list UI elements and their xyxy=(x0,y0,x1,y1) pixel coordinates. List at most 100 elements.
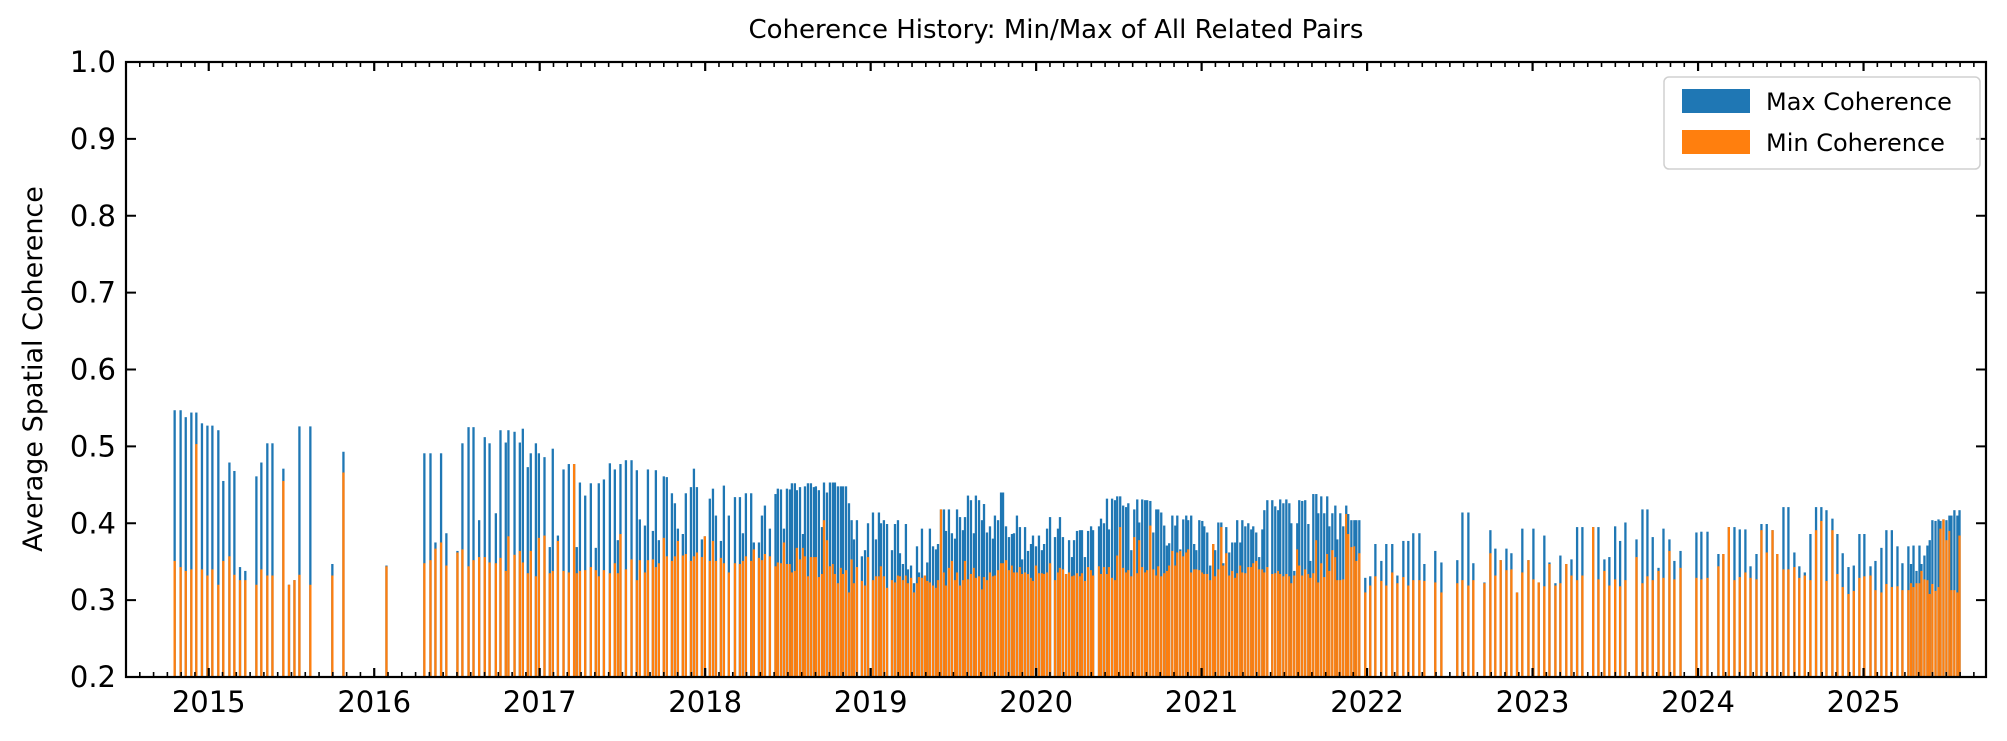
bar-min-coherence xyxy=(982,577,986,677)
bar-min-coherence xyxy=(760,560,764,677)
bar-min-coherence xyxy=(1510,569,1513,677)
bar-min-coherence xyxy=(1083,580,1087,677)
bar-min-coherence xyxy=(1345,514,1348,677)
bar-max-coherence xyxy=(298,426,301,677)
bar-min-coherence xyxy=(228,556,231,677)
bar-min-coherence xyxy=(798,559,802,677)
bar-min-coherence xyxy=(1067,572,1071,677)
bar-min-coherence xyxy=(1179,550,1182,677)
bar-min-coherence xyxy=(173,560,176,677)
bar-min-coherence xyxy=(654,567,658,677)
bar-min-coherence xyxy=(1651,580,1654,677)
bar-min-coherence xyxy=(1163,573,1166,677)
bar-min-coherence xyxy=(597,576,600,677)
bar-min-coherence xyxy=(630,559,633,677)
bar-min-coherence xyxy=(942,572,946,677)
bar-min-coherence xyxy=(1505,570,1508,677)
bar-min-coherence xyxy=(947,567,951,677)
bar-min-coherence xyxy=(1064,573,1068,677)
bar-min-coherence xyxy=(1858,577,1861,677)
bar-min-coherence xyxy=(602,570,606,677)
bar-min-coherence xyxy=(1099,573,1103,677)
bar-min-coherence xyxy=(953,580,957,677)
bar-min-coherence xyxy=(1614,579,1617,677)
x-tick-label: 2024 xyxy=(1661,685,1735,719)
bar-min-coherence xyxy=(961,580,965,677)
bar-min-coherence xyxy=(537,537,541,677)
bar-min-coherence xyxy=(1206,573,1209,677)
bar-min-coherence xyxy=(1396,583,1399,677)
bar-min-coherence xyxy=(1309,577,1312,677)
bar-min-coherence xyxy=(996,570,1000,677)
bar-min-coherence xyxy=(1467,585,1470,677)
bar-min-coherence xyxy=(1026,573,1030,677)
bar-min-coherence xyxy=(896,575,900,677)
bar-min-coherence xyxy=(877,576,881,677)
bar-min-coherence xyxy=(1836,573,1839,677)
bar-min-coherence xyxy=(841,573,845,677)
bar-min-coherence xyxy=(1004,560,1008,677)
bar-min-coherence xyxy=(1618,586,1622,677)
bar-min-coherence xyxy=(917,577,921,677)
bar-min-coherence xyxy=(1695,577,1698,677)
bar-min-coherence xyxy=(934,587,938,677)
bar-min-coherence xyxy=(1182,556,1185,677)
bar-min-coherence xyxy=(1105,573,1109,677)
bar-min-coherence xyxy=(931,585,935,677)
bar-min-coherence xyxy=(1247,567,1250,677)
bar-min-coherence xyxy=(657,563,660,677)
bar-min-coherence xyxy=(184,570,187,677)
bar-min-coherence xyxy=(244,580,247,677)
bar-min-coherence xyxy=(1012,572,1016,677)
bar-min-coherence xyxy=(1374,576,1377,677)
bar-min-coherence xyxy=(985,580,989,677)
bar-min-coherence xyxy=(939,509,943,677)
bar-min-coherence xyxy=(1220,527,1223,677)
bar-min-coherence xyxy=(1149,525,1152,677)
bar-min-coherence xyxy=(507,536,510,677)
bar-min-coherence xyxy=(727,572,730,677)
bar-min-coherence xyxy=(1841,587,1844,677)
bar-min-coherence xyxy=(1931,583,1934,677)
bar-min-coherence xyxy=(195,444,198,677)
bar-min-coherence xyxy=(1116,555,1119,677)
bar-max-coherence xyxy=(513,431,516,677)
bar-min-coherence xyxy=(822,520,826,677)
bar-min-coherence xyxy=(200,569,204,677)
bar-min-coherence xyxy=(1110,577,1114,677)
bar-min-coherence xyxy=(1133,537,1136,677)
bar-min-coherence xyxy=(1261,569,1264,677)
bar-min-coherence xyxy=(1252,563,1255,677)
bar-min-coherence xyxy=(676,540,680,677)
bar-min-coherence xyxy=(1391,572,1394,677)
bar-min-coherence xyxy=(1722,554,1725,677)
y-tick-label: 0.3 xyxy=(70,583,116,617)
bar-min-coherence xyxy=(1869,575,1872,677)
bar-min-coherence xyxy=(814,557,818,677)
bar-min-coherence xyxy=(885,587,889,677)
bar-min-coherence xyxy=(1950,590,1953,677)
bar-min-coherence xyxy=(429,560,432,677)
bar-max-coherence xyxy=(624,460,628,677)
bar-min-coherence xyxy=(255,584,258,677)
bar-min-coherence xyxy=(963,560,967,677)
bar-min-coherence xyxy=(1138,540,1141,677)
bar-min-coherence xyxy=(1225,553,1228,677)
bar-min-coherence xyxy=(1304,569,1307,677)
bar-min-coherence xyxy=(915,583,919,677)
bar-min-coherence xyxy=(893,582,897,677)
bar-min-coherence xyxy=(741,560,745,677)
bar-min-coherence xyxy=(1212,544,1215,677)
bar-min-coherence xyxy=(1045,572,1049,677)
bar-min-coherence xyxy=(342,472,345,677)
bar-min-coherence xyxy=(589,567,592,677)
bar-min-coherence xyxy=(673,556,677,677)
bar-min-coherence xyxy=(681,555,684,677)
bar-min-coherence xyxy=(1214,576,1217,677)
bar-min-coherence xyxy=(1331,550,1334,677)
bar-min-coherence xyxy=(1250,567,1253,677)
bar-max-coherence xyxy=(184,417,187,677)
bar-min-coherence xyxy=(944,585,948,677)
bar-min-coherence xyxy=(1953,590,1956,677)
y-tick-label: 0.9 xyxy=(70,122,116,156)
